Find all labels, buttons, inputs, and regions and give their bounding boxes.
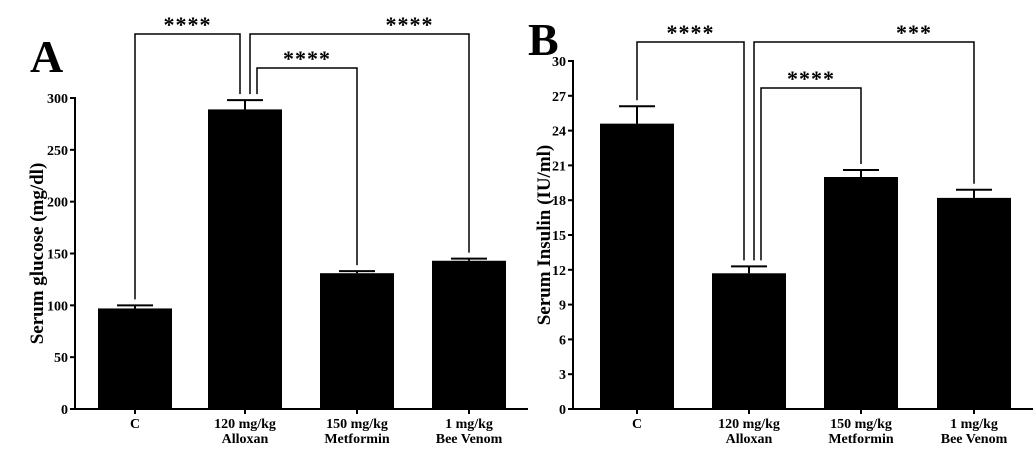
- y-tick-label: 6: [559, 333, 566, 348]
- x-tick-label: 150 mg/kg: [830, 417, 892, 432]
- y-tick-label: 200: [47, 196, 68, 211]
- x-tick-label: Alloxan: [726, 432, 773, 447]
- x-tick-label: C: [130, 417, 140, 432]
- y-tick-label: 50: [54, 351, 68, 366]
- y-tick-label: 21: [552, 159, 566, 174]
- chart-panel-a: A Serum glucose (mg/dl) 0 50 100 150 200 250 300…: [27, 12, 528, 447]
- significance-label: ****: [386, 12, 434, 37]
- significance-label: ****: [667, 20, 715, 45]
- y-tick-label: 100: [47, 299, 68, 314]
- bar: [712, 273, 786, 409]
- significance-label: ****: [164, 12, 212, 37]
- significance-label: ****: [283, 46, 331, 71]
- bar: [208, 109, 282, 409]
- x-tick-label: 120 mg/kg: [718, 417, 780, 432]
- y-tick-label: 0: [559, 403, 566, 418]
- bar: [824, 177, 898, 409]
- y-tick-label: 0: [61, 403, 68, 418]
- bar: [98, 308, 172, 409]
- bar: [432, 261, 506, 409]
- x-tick-label: 150 mg/kg: [326, 417, 388, 432]
- x-tick-label: Bee Venom: [436, 432, 503, 447]
- x-tick-label: Bee Venom: [941, 432, 1008, 447]
- x-tick-label: 1 mg/kg: [445, 417, 493, 432]
- panel-letter: A: [30, 31, 63, 82]
- bar: [320, 273, 394, 409]
- chart-figure: ASerum glucose (mg/dl)050100150200250300…: [0, 0, 1036, 462]
- y-tick-label: 250: [47, 144, 68, 159]
- x-tick-label: C: [632, 417, 642, 432]
- y-tick-label: 15: [552, 229, 566, 244]
- y-tick-label: 27: [552, 90, 566, 105]
- x-tick-label: 120 mg/kg: [214, 417, 276, 432]
- bar: [600, 124, 674, 409]
- y-tick-label: 9: [559, 299, 566, 314]
- y-tick-label: 300: [47, 92, 68, 107]
- y-tick-label: 18: [552, 194, 566, 209]
- x-tick-label: Alloxan: [222, 432, 269, 447]
- bar: [937, 198, 1011, 409]
- y-axis-label: Serum glucose (mg/dl): [27, 163, 48, 345]
- x-tick-label: Metformin: [828, 432, 894, 447]
- x-tick-label: Metformin: [324, 432, 390, 447]
- y-tick-label: 30: [552, 55, 566, 70]
- y-tick-label: 24: [552, 125, 566, 140]
- significance-label: ****: [787, 66, 835, 91]
- x-tick-label: 1 mg/kg: [950, 417, 998, 432]
- y-tick-label: 12: [552, 264, 566, 279]
- y-tick-label: 3: [559, 368, 566, 383]
- y-tick-label: 150: [47, 248, 68, 263]
- significance-label: ***: [896, 20, 932, 45]
